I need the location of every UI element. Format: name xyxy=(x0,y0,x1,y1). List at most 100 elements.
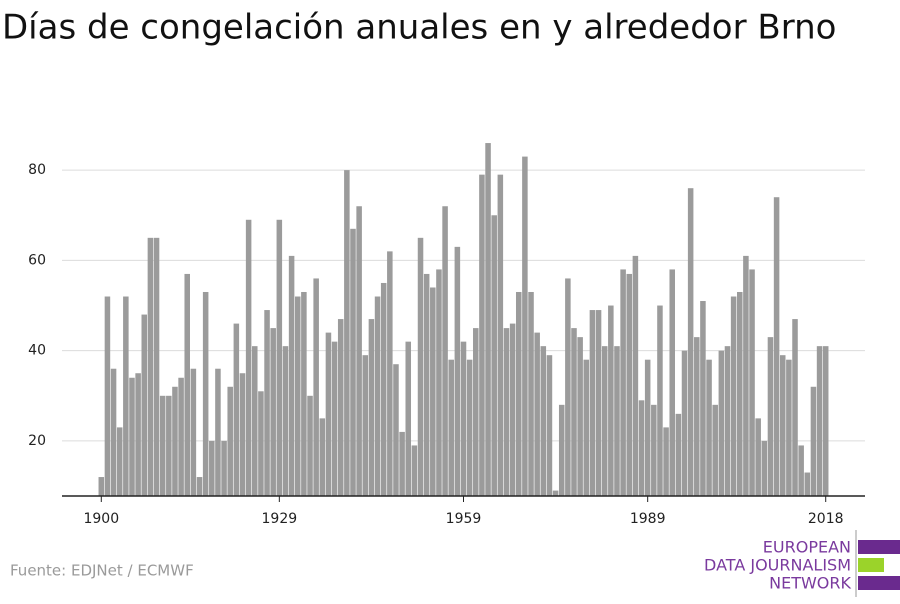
bar xyxy=(460,341,467,496)
logo: EUROPEAN DATA JOURNALISM NETWORK xyxy=(704,530,900,597)
bar xyxy=(129,377,135,496)
bar xyxy=(473,328,479,496)
bar xyxy=(448,359,454,496)
bar xyxy=(522,156,528,496)
bar xyxy=(589,310,596,496)
x-tick-label: 1900 xyxy=(83,511,119,527)
bar xyxy=(319,418,326,496)
bar xyxy=(681,350,688,496)
bar xyxy=(123,296,129,496)
bar xyxy=(515,291,522,496)
bar xyxy=(779,355,786,496)
bar xyxy=(110,368,117,496)
bar xyxy=(694,337,700,496)
bar xyxy=(239,373,246,496)
bar xyxy=(141,314,148,496)
bar xyxy=(147,237,154,497)
bar xyxy=(209,440,215,496)
bar xyxy=(337,319,344,496)
bar xyxy=(166,395,172,496)
bar xyxy=(651,404,657,496)
bar xyxy=(227,386,233,496)
y-tick-label: 20 xyxy=(28,433,46,449)
bar xyxy=(344,170,350,496)
bar xyxy=(387,251,393,496)
bar xyxy=(491,215,497,496)
bar xyxy=(761,440,768,496)
bar xyxy=(350,228,356,496)
bar xyxy=(153,237,160,497)
bar xyxy=(221,440,227,496)
bar xyxy=(712,404,718,496)
bar xyxy=(196,477,203,496)
bar xyxy=(552,490,559,496)
bar xyxy=(595,310,602,496)
logo-bar xyxy=(858,558,884,572)
bar xyxy=(669,269,675,496)
bar xyxy=(509,323,516,496)
bar xyxy=(773,197,780,496)
y-tick-label: 60 xyxy=(28,252,46,268)
bar xyxy=(632,255,639,496)
bar xyxy=(270,328,276,496)
bar xyxy=(325,332,332,496)
bar xyxy=(810,386,817,496)
bar xyxy=(822,346,829,496)
logo-text: DATA JOURNALISM xyxy=(704,556,851,575)
bar xyxy=(313,278,319,496)
bar xyxy=(466,359,473,496)
bar xyxy=(190,368,197,496)
bar xyxy=(159,395,166,496)
bar xyxy=(534,332,540,496)
bar xyxy=(565,278,571,496)
bar xyxy=(687,188,694,496)
bar xyxy=(485,143,491,496)
bar xyxy=(730,296,737,496)
bar xyxy=(331,341,338,496)
bar xyxy=(184,273,191,496)
bar xyxy=(601,346,608,496)
bar xyxy=(116,427,123,496)
x-tick-label: 1959 xyxy=(446,511,482,527)
bar xyxy=(571,328,577,496)
bar xyxy=(282,346,289,496)
y-tick-label: 80 xyxy=(28,162,46,178)
bar xyxy=(264,310,270,496)
bar xyxy=(528,291,534,496)
bar xyxy=(436,269,442,496)
bar xyxy=(540,346,547,496)
bar xyxy=(657,305,663,496)
x-tick-label: 1929 xyxy=(262,511,298,527)
bar xyxy=(178,377,184,496)
bar xyxy=(423,273,430,496)
bar xyxy=(706,359,712,496)
bar xyxy=(172,386,178,496)
bar xyxy=(135,373,141,496)
logo-bar xyxy=(858,540,900,554)
bar xyxy=(675,413,682,496)
logo-bar xyxy=(858,576,900,590)
bar xyxy=(252,346,258,496)
bar xyxy=(804,472,811,496)
bar xyxy=(700,301,706,496)
bar xyxy=(442,206,448,496)
bar xyxy=(749,269,755,496)
bar xyxy=(743,255,749,496)
bar xyxy=(202,291,209,496)
bar xyxy=(374,296,381,496)
bar xyxy=(798,445,804,496)
bar xyxy=(497,174,504,496)
bar xyxy=(245,219,252,497)
bar xyxy=(503,328,510,496)
bar xyxy=(301,291,307,496)
bar xyxy=(620,269,626,496)
bar xyxy=(626,273,633,496)
bar xyxy=(786,359,792,496)
chart-title: Días de congelación anuales en y alreded… xyxy=(2,8,836,48)
bar xyxy=(724,346,731,496)
bar xyxy=(276,219,283,497)
bar xyxy=(608,305,614,496)
x-tick-label: 2018 xyxy=(808,511,844,527)
bar xyxy=(454,246,461,496)
